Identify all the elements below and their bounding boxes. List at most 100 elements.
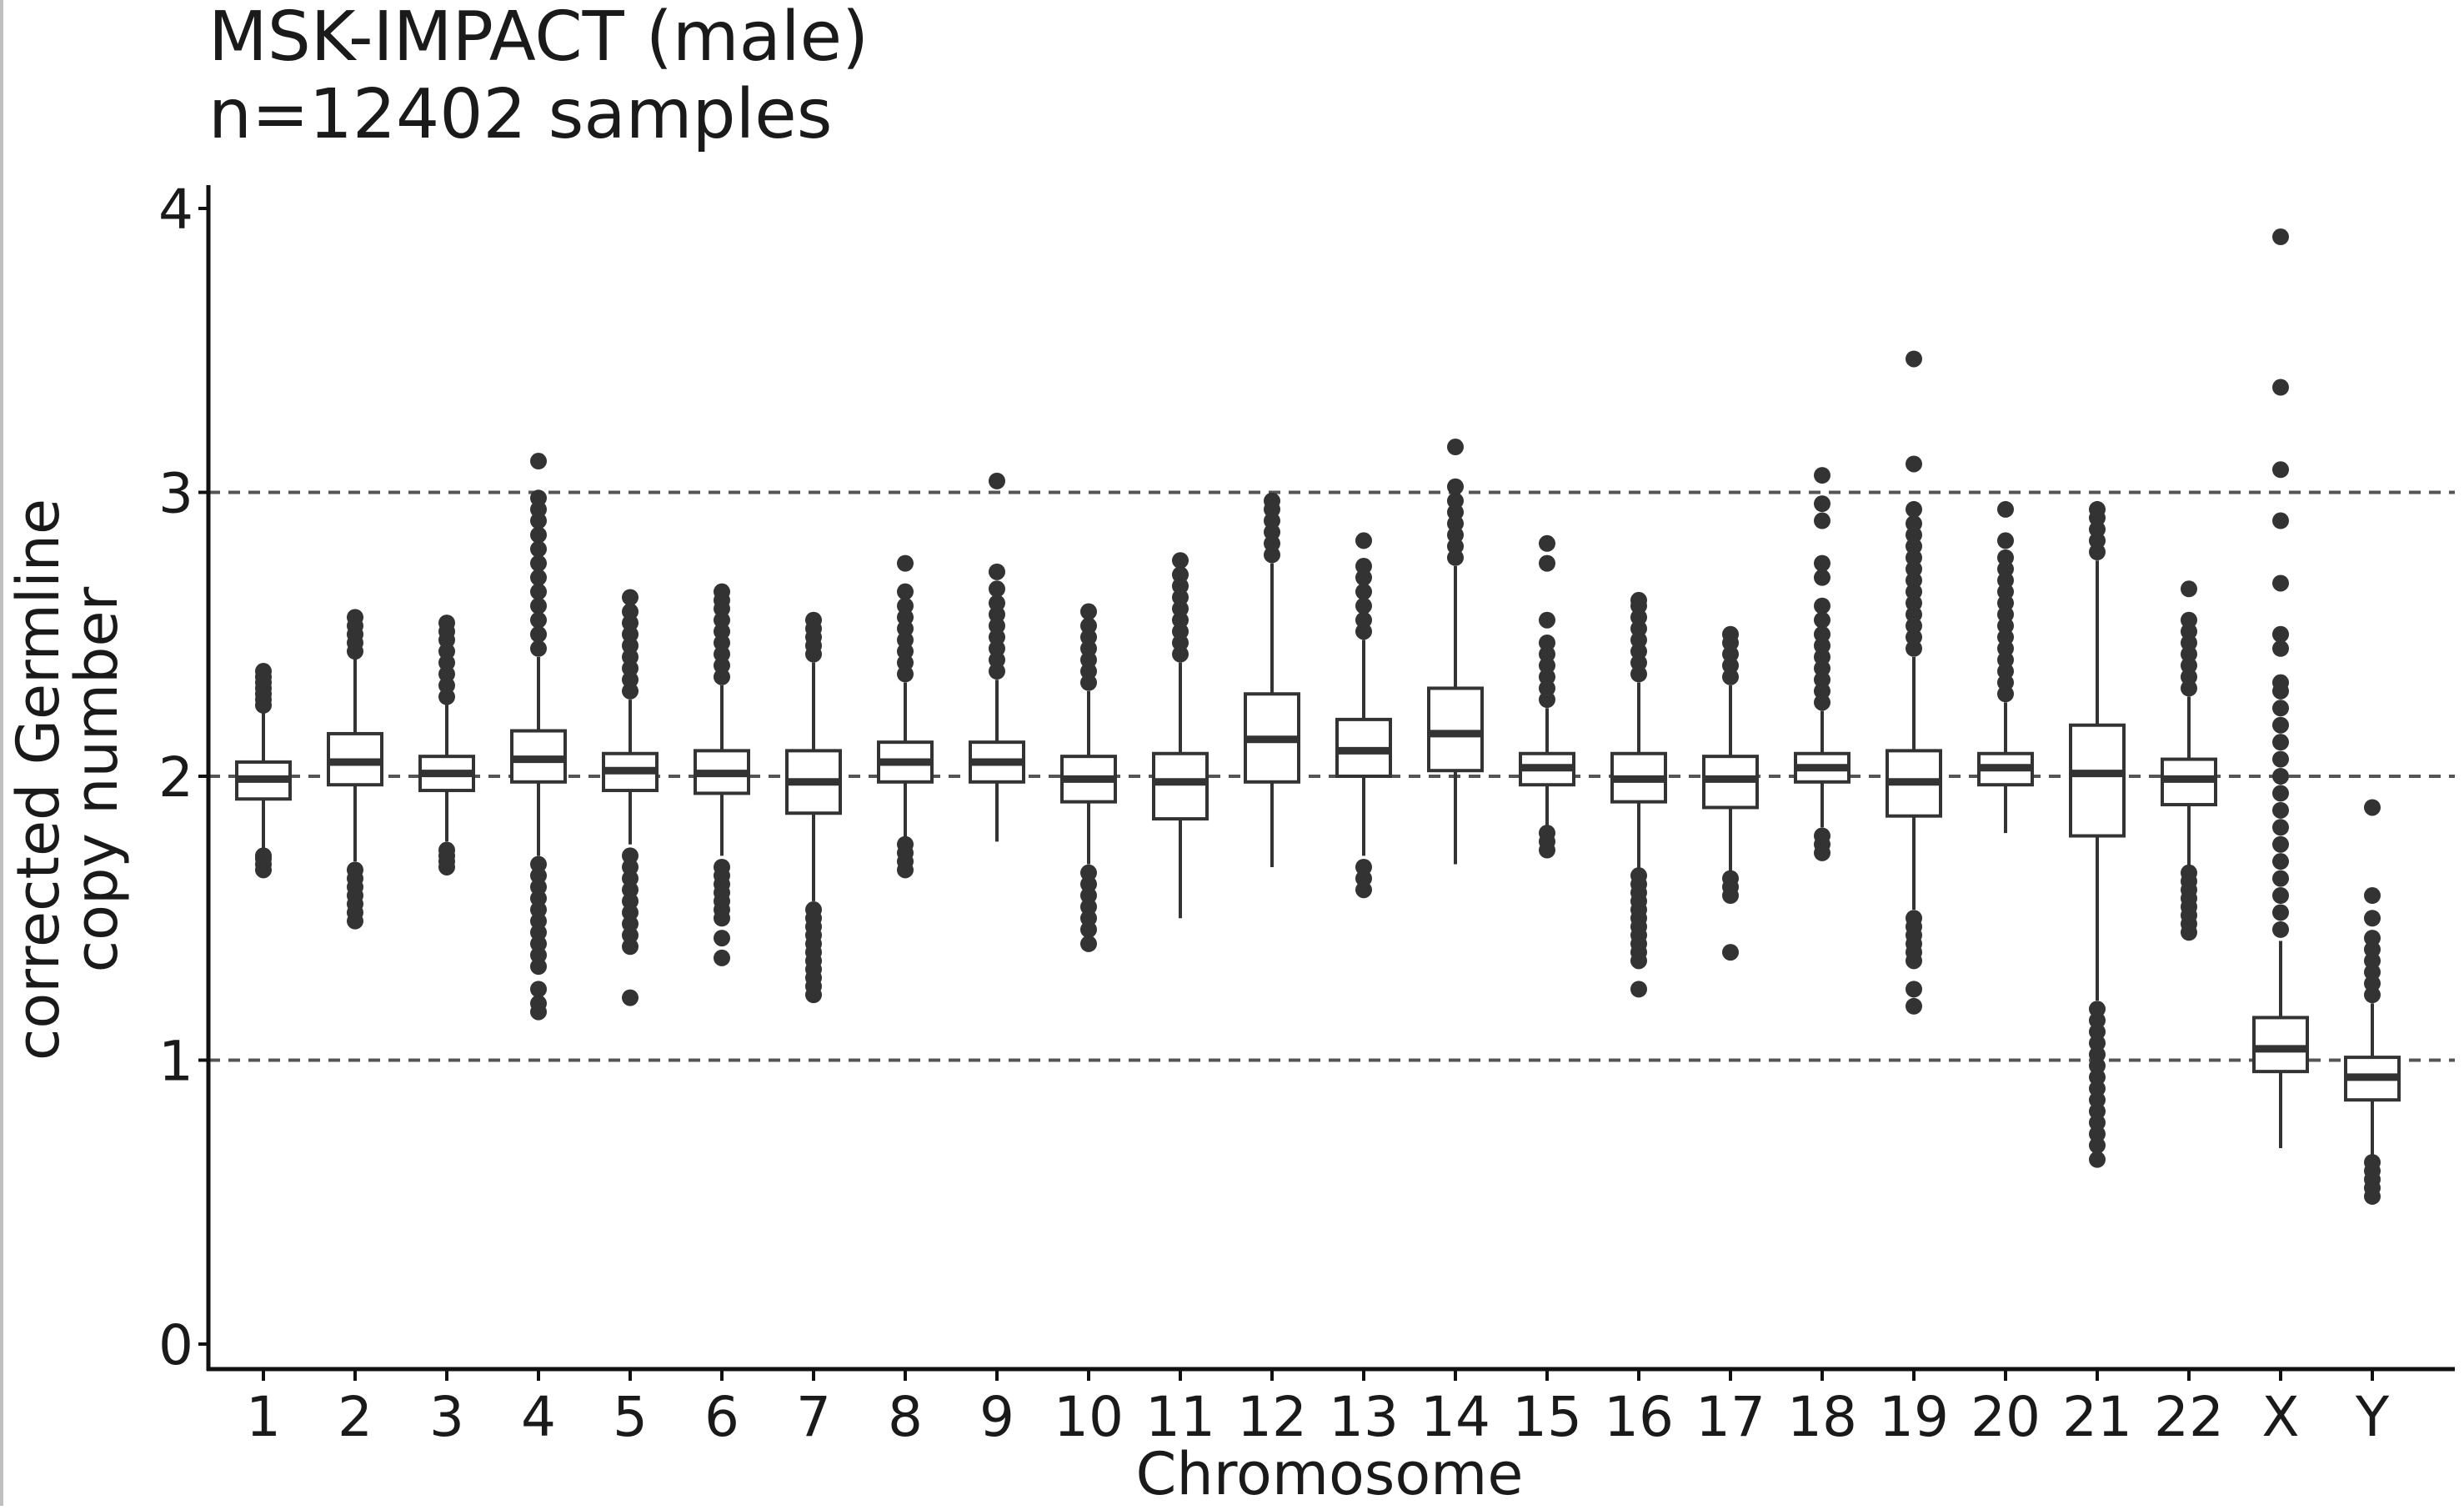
outlier-point: [714, 930, 730, 947]
outlier-point: [2181, 864, 2197, 881]
x-tick-label: 21: [2062, 1385, 2132, 1449]
x-tick-label: Y: [2355, 1385, 2390, 1449]
box-iqr: [2252, 1016, 2309, 1074]
outlier-point: [1906, 997, 1922, 1015]
outlier-point: [2272, 700, 2289, 717]
box-group-4: [510, 453, 567, 1021]
box-group-22: [2161, 580, 2217, 941]
x-tick-label: 7: [796, 1385, 831, 1449]
outlier-point: [2272, 625, 2289, 643]
outlier-point: [1447, 492, 1464, 509]
box-group-20: [1977, 500, 2034, 834]
outlier-point: [1539, 554, 1555, 572]
x-tick-label: X: [2261, 1385, 2299, 1449]
outlier-point: [897, 597, 914, 615]
outlier-point: [530, 981, 547, 998]
outlier-point: [989, 580, 1005, 598]
outlier-point: [2089, 500, 2106, 518]
outlier-point: [1997, 500, 2014, 518]
outlier-point: [1906, 350, 1922, 368]
outlier-point: [1355, 558, 1372, 575]
outlier-point: [347, 861, 363, 879]
outlier-point: [897, 583, 914, 600]
outlier-point: [1906, 455, 1922, 473]
outlier-point: [2272, 379, 2289, 396]
outlier-point: [530, 640, 547, 657]
outlier-point: [2272, 734, 2289, 751]
x-tick-label: 3: [429, 1385, 464, 1449]
outlier-point: [1814, 495, 1830, 513]
outlier-point: [1722, 944, 1739, 961]
outlier-point: [2272, 512, 2289, 529]
box-group-10: [1060, 603, 1117, 952]
outlier-point: [2181, 611, 2197, 629]
x-tick-label: 18: [1787, 1385, 1857, 1449]
outlier-point: [1539, 634, 1555, 651]
chart-title-line1: MSK-IMPACT (male): [208, 0, 869, 77]
y-tick-label: 3: [158, 462, 193, 526]
outlier-point: [2272, 904, 2289, 921]
box-group-17: [1702, 625, 1759, 961]
outlier-point: [1906, 500, 1922, 518]
outlier-point: [897, 835, 914, 853]
outlier-point: [1080, 864, 1097, 881]
box-group-9: [969, 472, 1025, 842]
outlier-point: [530, 611, 547, 629]
box-group-2: [327, 609, 383, 930]
y-axis-title-line1: corrected Germline: [4, 499, 73, 1061]
outlier-point: [530, 625, 547, 643]
x-axis-title: Chromosome: [1136, 1440, 1524, 1506]
outlier-point: [2272, 819, 2289, 836]
outlier-point: [1814, 625, 1830, 643]
outlier-point: [2272, 801, 2289, 819]
x-tick-label: 15: [1512, 1385, 1582, 1449]
outlier-point: [2089, 1151, 2106, 1168]
outlier-point: [1355, 611, 1372, 629]
outlier-point: [530, 583, 547, 600]
x-tick-label: 19: [1879, 1385, 1949, 1449]
x-tick-label: 13: [1329, 1385, 1399, 1449]
x-tick-label: 5: [613, 1385, 648, 1449]
outlier-point: [805, 901, 822, 919]
x-tick-label: 12: [1237, 1385, 1307, 1449]
outlier-point: [2272, 853, 2289, 870]
box-iqr: [1152, 751, 1209, 821]
outlier-point: [1814, 512, 1830, 529]
box-group-7: [785, 611, 842, 1004]
x-tick-label: 6: [704, 1385, 739, 1449]
outlier-point: [1539, 611, 1555, 629]
outlier-point: [1447, 478, 1464, 495]
outlier-point: [530, 597, 547, 615]
outlier-point: [1814, 597, 1830, 615]
outlier-point: [714, 949, 730, 966]
outlier-point: [1355, 858, 1372, 875]
outlier-point: [1814, 467, 1830, 484]
box-group-14: [1427, 439, 1484, 865]
outlier-point: [1630, 981, 1647, 998]
box-group-Y: [2344, 799, 2401, 1205]
outlier-point: [2364, 887, 2381, 905]
outlier-point: [530, 489, 547, 507]
outlier-point: [530, 995, 547, 1012]
y-tick-label: 1: [158, 1030, 193, 1094]
x-tick-label: 16: [1604, 1385, 1674, 1449]
outlier-point: [1722, 870, 1739, 887]
outlier-point: [2272, 640, 2289, 657]
box-iqr: [1427, 686, 1484, 773]
box-group-6: [694, 583, 750, 966]
chart-title-line2: n=12402 samples: [208, 75, 832, 154]
outlier-point: [530, 540, 547, 558]
box-group-8: [877, 554, 934, 879]
outlier-point: [1080, 935, 1097, 952]
outlier-point: [2272, 674, 2289, 691]
outlier-point: [1906, 514, 1922, 532]
outlier-point: [2272, 768, 2289, 785]
outlier-point: [1264, 492, 1280, 509]
outlier-point: [714, 858, 730, 875]
outlier-point: [2272, 835, 2289, 853]
box-group-18: [1794, 467, 1851, 861]
outlier-point: [989, 472, 1005, 489]
outlier-point: [1172, 552, 1189, 569]
outlier-point: [805, 611, 822, 629]
